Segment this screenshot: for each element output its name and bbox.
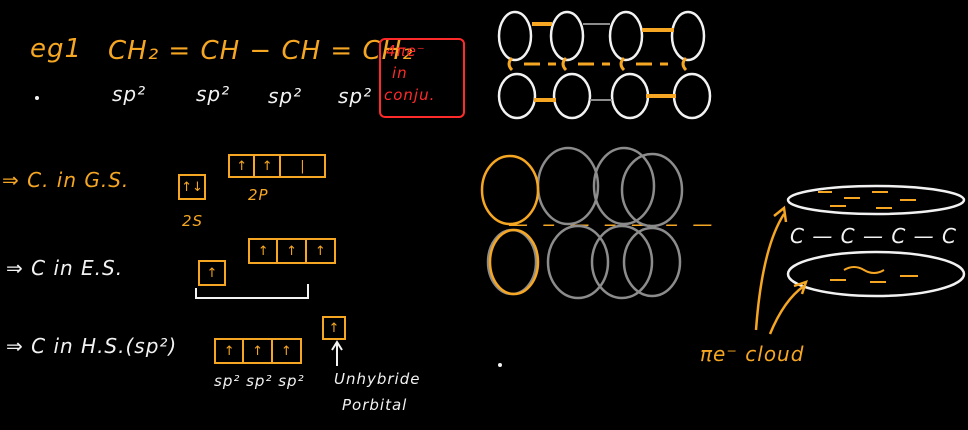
ground-2p-cell-2: ↑ bbox=[255, 156, 281, 176]
excited-bracket bbox=[195, 284, 309, 299]
ground-2p-cell-3: | bbox=[300, 158, 305, 174]
p-lobe-top-1 bbox=[497, 10, 533, 62]
chain-right-formula: C — C — C — C bbox=[790, 224, 958, 248]
ground-2p-cell-1: ↑ bbox=[230, 156, 256, 176]
p-lobe-bottom-4 bbox=[672, 72, 712, 120]
ground-state-label: ⇒ C. in G.S. bbox=[2, 168, 130, 192]
hybrid-label-1: sp² bbox=[112, 82, 147, 106]
excited-2s-cell: ↑ bbox=[206, 265, 218, 281]
pi-cloud-rings bbox=[786, 184, 966, 298]
excited-2p-box: ↑ ↑ ↑ bbox=[248, 238, 336, 264]
pi-note-line-3: conju. bbox=[384, 86, 436, 104]
pi-note-line-1: 4πe⁻ bbox=[386, 42, 426, 60]
ground-2s-box: ↑↓ bbox=[178, 174, 206, 200]
sp2-orbital-labels: sp² sp² sp² bbox=[214, 372, 305, 390]
p-lobe-bottom-3 bbox=[610, 72, 650, 120]
grey-overlap-bars bbox=[583, 23, 612, 101]
sp2-cell-2: ↑ bbox=[244, 340, 273, 362]
hybrid-label-4: sp² bbox=[338, 84, 373, 108]
hybrid-label-2: sp² bbox=[196, 82, 231, 106]
excited-2p-cell-2: ↑ bbox=[278, 240, 307, 262]
ground-2p-box: ↑ ↑ | bbox=[228, 154, 326, 178]
stray-dot-left bbox=[35, 96, 39, 100]
sigma-chain-top bbox=[507, 56, 688, 72]
pi-cloud-label: πe⁻ cloud bbox=[700, 342, 805, 366]
excited-state-label: ⇒ C in E.S. bbox=[6, 256, 124, 280]
overlap-lobes-orange bbox=[480, 154, 540, 296]
pi-cloud-dashes bbox=[818, 191, 918, 283]
p-lobe-bottom-1 bbox=[497, 72, 537, 120]
p-lobe-top-3 bbox=[608, 10, 644, 62]
example-label: eg1 bbox=[30, 34, 83, 64]
unhybrid-label-2: Porbital bbox=[342, 396, 408, 414]
unhybrid-p-box: ↑ bbox=[322, 316, 346, 340]
unhybrid-arrow bbox=[331, 340, 343, 366]
p-lobe-top-4 bbox=[670, 10, 706, 62]
pi-cloud-arrows bbox=[754, 205, 808, 335]
butadiene-formula: CH₂ = CH − CH = CH₂ bbox=[108, 36, 414, 66]
stray-dot-center bbox=[498, 363, 502, 367]
sp2-cell-1: ↑ bbox=[216, 340, 245, 362]
excited-2p-cell-1: ↑ bbox=[250, 240, 279, 262]
p-lobe-top-2 bbox=[549, 10, 585, 62]
excited-2p-cell-3: ↑ bbox=[314, 243, 326, 259]
ground-2s-label: 2S bbox=[182, 212, 204, 230]
chain-middle-bonds: — ‒ — ‒ — ‒ — bbox=[508, 212, 717, 236]
p-lobe-bottom-2 bbox=[552, 72, 592, 120]
unhybrid-label-1: Unhybride bbox=[334, 370, 421, 388]
pi-electron-note-box bbox=[379, 38, 465, 118]
hybrid-state-label: ⇒ C in H.S.(sp²) bbox=[6, 334, 178, 358]
unhybrid-p-cell: ↑ bbox=[328, 320, 340, 336]
excited-2s-box: ↑ bbox=[198, 260, 226, 286]
pi-note-line-2: in bbox=[392, 64, 408, 82]
ground-2p-label: 2P bbox=[248, 186, 269, 204]
sp2-orbitals-box: ↑ ↑ ↑ bbox=[214, 338, 302, 364]
pi-overlap-bars bbox=[532, 22, 676, 102]
hybrid-label-3: sp² bbox=[268, 84, 303, 108]
sp2-cell-3: ↑ bbox=[280, 343, 292, 359]
ground-2s-cell: ↑↓ bbox=[181, 179, 203, 195]
